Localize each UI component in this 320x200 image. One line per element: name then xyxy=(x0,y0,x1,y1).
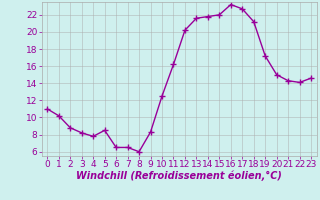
X-axis label: Windchill (Refroidissement éolien,°C): Windchill (Refroidissement éolien,°C) xyxy=(76,171,282,181)
